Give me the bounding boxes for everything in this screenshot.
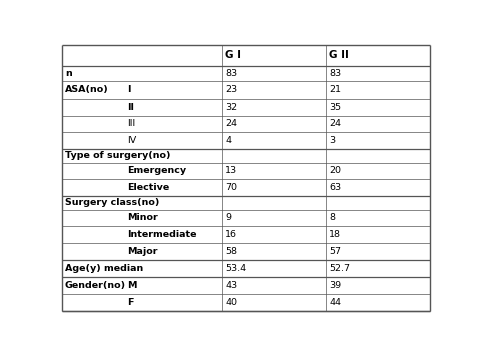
Text: Minor: Minor <box>127 213 158 223</box>
Text: 23: 23 <box>225 85 237 94</box>
Text: 9: 9 <box>225 213 231 223</box>
Text: M: M <box>127 281 136 290</box>
Text: n: n <box>65 69 72 78</box>
Text: 21: 21 <box>329 85 341 94</box>
Text: 35: 35 <box>329 102 341 112</box>
Text: 24: 24 <box>329 119 341 128</box>
Text: G II: G II <box>329 50 349 60</box>
Text: 70: 70 <box>225 183 237 192</box>
Text: 83: 83 <box>225 69 237 78</box>
Text: 52.7: 52.7 <box>329 264 350 273</box>
Text: Surgery class(no): Surgery class(no) <box>65 198 159 207</box>
Text: Major: Major <box>127 247 157 256</box>
Text: II: II <box>127 102 134 112</box>
Text: IV: IV <box>127 136 136 145</box>
Text: 24: 24 <box>225 119 237 128</box>
Text: Emergency: Emergency <box>127 166 186 176</box>
Text: 4: 4 <box>225 136 231 145</box>
Text: III: III <box>127 119 135 128</box>
Text: Type of surgery(no): Type of surgery(no) <box>65 151 170 160</box>
Text: 18: 18 <box>329 230 341 239</box>
Text: 20: 20 <box>329 166 341 176</box>
Text: Age(y) median: Age(y) median <box>65 264 143 273</box>
Text: Elective: Elective <box>127 183 169 192</box>
Text: Intermediate: Intermediate <box>127 230 196 239</box>
Text: 3: 3 <box>329 136 336 145</box>
Text: 8: 8 <box>329 213 335 223</box>
Text: 40: 40 <box>225 298 237 307</box>
Text: 53.4: 53.4 <box>225 264 246 273</box>
Text: F: F <box>127 298 133 307</box>
Text: 32: 32 <box>225 102 237 112</box>
Text: 58: 58 <box>225 247 237 256</box>
Text: 63: 63 <box>329 183 341 192</box>
Text: 39: 39 <box>329 281 341 290</box>
Text: 16: 16 <box>225 230 237 239</box>
Text: ASA(no): ASA(no) <box>65 85 108 94</box>
Text: 83: 83 <box>329 69 341 78</box>
Text: 57: 57 <box>329 247 341 256</box>
Text: Gender(no): Gender(no) <box>65 281 126 290</box>
Text: G I: G I <box>225 50 241 60</box>
Text: I: I <box>127 85 131 94</box>
Text: 13: 13 <box>225 166 237 176</box>
Text: 44: 44 <box>329 298 341 307</box>
Text: 43: 43 <box>225 281 237 290</box>
